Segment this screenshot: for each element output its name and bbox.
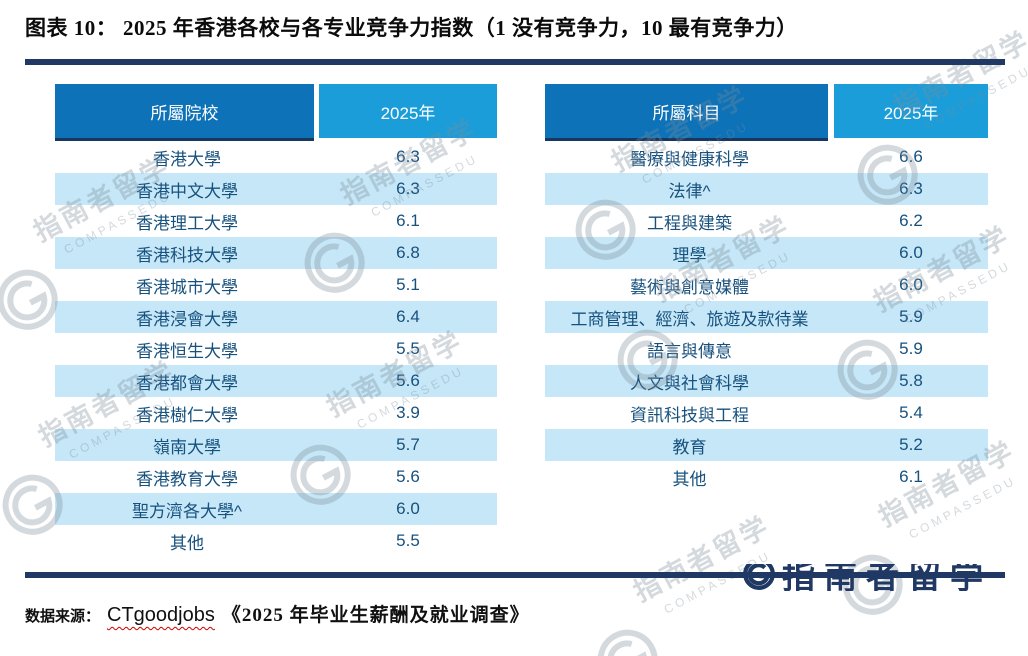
subject-index-value: 6.3 [899, 179, 923, 198]
school-index-value: 5.5 [396, 339, 420, 358]
subject-name: 藝術與創意媒體 [630, 277, 749, 297]
table-row: 醫療與健康科學 6.6 [545, 141, 988, 173]
school-name: 香港恒生大學 [136, 341, 238, 361]
schools-table-header: 所屬院校 2025年 [55, 84, 497, 141]
watermark-cn-text: 指南者留学 [628, 510, 776, 608]
school-index-value: 5.1 [396, 275, 420, 294]
table-row: 資訊科技與工程 5.4 [545, 397, 988, 429]
subject-index-value: 5.9 [899, 307, 923, 326]
table-row: 人文與社會科學 5.8 [545, 365, 988, 397]
school-name: 香港教育大學 [136, 469, 238, 489]
school-index-value: 6.8 [396, 243, 420, 262]
table-row: 工程與建築 6.2 [545, 205, 988, 237]
school-index-value: 3.9 [396, 403, 420, 422]
table-row: 法律^ 6.3 [545, 173, 988, 205]
subject-index-value: 6.0 [899, 243, 923, 262]
school-name: 香港城市大學 [136, 277, 238, 297]
subject-name: 語言與傳意 [647, 341, 732, 361]
subject-index-value: 6.1 [899, 467, 923, 486]
schools-table: 所屬院校 2025年 香港大學 6.3 香港中文大學 6.3 香港理工大學 6.… [55, 84, 497, 557]
school-index-value: 6.3 [396, 179, 420, 198]
table-row: 藝術與創意媒體 6.0 [545, 269, 988, 301]
school-index-value: 6.1 [396, 211, 420, 230]
table-row: 教育 5.2 [545, 429, 988, 461]
subject-name: 理學 [672, 245, 707, 265]
subject-name: 法律^ [668, 181, 711, 201]
subject-name: 其他 [672, 469, 707, 489]
source-detail: 《2025 年毕业生薪酬及就业调查》 [221, 605, 530, 626]
subject-index-value: 5.8 [899, 371, 923, 390]
subject-index-value: 5.9 [899, 339, 923, 358]
school-name: 香港中文大學 [136, 181, 238, 201]
table-row: 其他 5.5 [55, 525, 497, 557]
school-name: 嶺南大學 [153, 437, 221, 457]
subject-name: 教育 [672, 437, 707, 457]
table-row: 香港恒生大學 5.5 [55, 333, 497, 365]
school-name: 香港浸會大學 [136, 309, 238, 329]
school-index-value: 5.6 [396, 467, 420, 486]
school-name: 香港理工大學 [136, 213, 238, 233]
table-row: 語言與傳意 5.9 [545, 333, 988, 365]
school-name: 其他 [170, 533, 204, 553]
schools-table-body: 香港大學 6.3 香港中文大學 6.3 香港理工大學 6.1 香港科技大學 6.… [55, 141, 497, 557]
page-title: 图表 10： 2025 年香港各校与各专业竞争力指数（1 没有竞争力，10 最有… [25, 16, 798, 40]
table-row: 香港浸會大學 6.4 [55, 301, 497, 333]
school-index-value: 5.6 [396, 371, 420, 390]
table-row: 香港樹仁大學 3.9 [55, 397, 497, 429]
table-row: 理學 6.0 [545, 237, 988, 269]
subject-name: 資訊科技與工程 [630, 405, 749, 425]
table-row: 聖方濟各大學^ 6.0 [55, 493, 497, 525]
subjects-year-column-header: 2025年 [834, 84, 988, 138]
schools-column-header: 所屬院校 [55, 84, 314, 138]
school-index-value: 5.7 [396, 435, 420, 454]
school-name: 香港樹仁大學 [136, 405, 238, 425]
school-name: 香港都會大學 [136, 373, 238, 393]
source-label: 数据来源： [25, 609, 101, 625]
subject-name: 人文與社會科學 [630, 373, 749, 393]
table-row: 其他 6.1 [545, 461, 988, 493]
subject-index-value: 5.4 [899, 403, 923, 422]
table-row: 香港理工大學 6.1 [55, 205, 497, 237]
table-row: 香港科技大學 6.8 [55, 237, 497, 269]
school-name: 聖方濟各大學^ [132, 501, 242, 521]
table-row: 香港都會大學 5.6 [55, 365, 497, 397]
school-index-value: 6.0 [396, 499, 420, 518]
subject-index-value: 6.6 [899, 147, 923, 166]
subjects-column-header: 所屬科目 [545, 84, 828, 138]
subject-name: 工程與建築 [647, 213, 732, 233]
compass-logo-icon [597, 629, 658, 656]
subjects-table: 所屬科目 2025年 醫療與健康科學 6.6 法律^ 6.3 工程與建築 6.2 [545, 84, 988, 493]
source-name: CTgoodjobs [107, 604, 215, 626]
school-index-value: 6.3 [396, 147, 420, 166]
table-row: 香港城市大學 5.1 [55, 269, 497, 301]
bottom-divider [25, 572, 1005, 578]
subject-index-value: 6.0 [899, 275, 923, 294]
school-name: 香港大學 [153, 149, 221, 169]
table-row: 香港大學 6.3 [55, 141, 497, 173]
school-index-value: 5.5 [396, 531, 420, 550]
school-index-value: 6.4 [396, 307, 420, 326]
subject-index-value: 5.2 [899, 435, 923, 454]
subject-name: 醫療與健康科學 [630, 149, 749, 169]
subject-index-value: 6.2 [899, 211, 923, 230]
subject-name: 工商管理、經濟、旅遊及款待業 [570, 309, 809, 329]
table-row: 嶺南大學 5.7 [55, 429, 497, 461]
school-name: 香港科技大學 [136, 245, 238, 265]
table-row: 工商管理、經濟、旅遊及款待業 5.9 [545, 301, 988, 333]
subjects-table-body: 醫療與健康科學 6.6 法律^ 6.3 工程與建築 6.2 理學 6.0 [545, 141, 988, 493]
table-row: 香港中文大學 6.3 [55, 173, 497, 205]
table-row: 香港教育大學 5.6 [55, 461, 497, 493]
schools-year-column-header: 2025年 [319, 84, 497, 138]
subjects-table-header: 所屬科目 2025年 [545, 84, 988, 141]
data-source-line: 数据来源： CTgoodjobs 《2025 年毕业生薪酬及就业调查》 [25, 600, 530, 627]
top-divider [25, 59, 1005, 65]
